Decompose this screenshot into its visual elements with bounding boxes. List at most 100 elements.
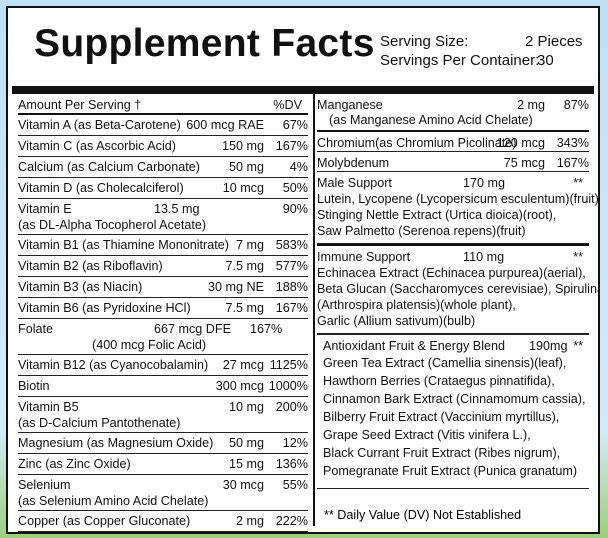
nutrient-row: Vitamin B6 (as Pyridoxine HCl) 7.5 mg 167% — [18, 298, 308, 319]
nutrient-amount: 10 mg — [228, 400, 264, 414]
nutrient-dv: 343% — [556, 136, 589, 150]
nutrient-dv: 188% — [275, 280, 308, 294]
panel-title: Supplement Facts — [34, 22, 375, 65]
left-column: Amount Per Serving † %DV Vitamin A (as B… — [18, 94, 308, 532]
nutrient-amount: 7 mg — [236, 238, 264, 252]
nutrient-dv: 577% — [275, 259, 308, 273]
nutrient-dv: 167% — [275, 139, 308, 153]
blend-name: Antioxidant Fruit & Energy Blend — [323, 339, 506, 353]
blend-amount: 170 mg — [463, 176, 506, 190]
nutrient-row: Calcium (as Calcium Carbonate) 50 mg 4% — [18, 157, 308, 178]
nutrient-name: Biotin — [18, 379, 50, 393]
blend-ingredient: Lutein, Lycopene (Lycopersicum esculentu… — [317, 192, 600, 206]
nutrient-name: Vitamin D (as Cholecalciferol) — [18, 181, 184, 195]
nutrient-amount: 10 mcg — [222, 181, 264, 195]
nutrient-name: Vitamin B2 (as Riboflavin) — [18, 259, 163, 273]
nutrient-amount: 30 mcg — [222, 478, 264, 492]
nutrient-name: Selenium — [18, 478, 71, 492]
nutrient-dv: 200% — [275, 400, 308, 414]
blend-ingredient: Cinnamon Bark Extract (Cinnamomum cassia… — [323, 392, 586, 406]
nutrient-amount: 600 mcg RAE — [186, 118, 264, 132]
nutrient-name: Vitamin B1 (as Thiamine Mononitrate) — [18, 238, 229, 252]
amount-header-row: Amount Per Serving † %DV — [18, 94, 308, 115]
nutrient-amount: 15 mg — [228, 457, 264, 471]
dv-footnote: ** Daily Value (DV) Not Established — [324, 508, 522, 522]
nutrient-dv: 4% — [289, 160, 308, 174]
blend-dv: ** — [573, 339, 583, 353]
nutrient-amount: 300 mcg — [215, 379, 264, 393]
nutrient-row: Vitamin B1 (as Thiamine Mononitrate) 7 mg… — [18, 235, 308, 256]
serving-info: Serving Size: 2 Pieces Servings Per Conta… — [380, 32, 583, 70]
nutrient-dv: 55% — [282, 478, 308, 492]
nutrient-name: Zinc (as Zinc Oxide) — [18, 457, 131, 471]
nutrient-amount: 13.5 mg — [154, 202, 200, 216]
nutrient-dv: 583% — [275, 238, 308, 252]
nutrient-amount: 7.5 mg — [225, 301, 264, 315]
nutrient-dv: 136% — [275, 457, 308, 471]
blend-ingredient: (Arthrospira platensis)(whole plant), — [317, 298, 516, 312]
blend-ingredient: Garlic (Allium sativum)(bulb) — [317, 314, 476, 328]
nutrient-amount: 27 mcg — [222, 358, 264, 372]
nutrient-name: Vitamin B5 — [18, 400, 79, 414]
blend-dv: ** — [573, 176, 583, 190]
serving-size-label: Serving Size: — [380, 33, 469, 50]
nutrient-row: Manganese (as Manganese Amino Acid Chelat… — [317, 94, 589, 132]
nutrient-row: Chromium(as Chromium Picolinate) 120 mcg 3… — [317, 132, 589, 152]
nutrient-source: (as D-Calcium Pantothenate) — [18, 416, 181, 430]
nutrient-row: Molybdenum 75 mcg 167% — [317, 152, 589, 172]
proprietary-blend: Male Support 170 mg ** Lutein, Lycopene (Ly… — [317, 172, 600, 244]
nutrient-row: Vitamin B5 (as D-Calcium Pantothenate) 10 … — [18, 397, 308, 433]
blend-name: Male Support — [317, 176, 392, 190]
nutrient-amount: 7.5 mg — [225, 259, 264, 273]
nutrient-source: (as Manganese Amino Acid Chelate) — [329, 113, 533, 127]
nutrient-row: Vitamin C (as Ascorbic Acid) 150 mg 167% — [18, 136, 308, 157]
blend-ingredient: Pomegranate Fruit Extract (Punica granat… — [323, 464, 578, 478]
nutrient-source: (400 mcg Folic Acid) — [92, 338, 207, 352]
nutrient-dv: 1125% — [269, 358, 308, 372]
nutrient-name: Molybdenum — [317, 156, 390, 170]
supplement-facts-panel: Supplement Facts Serving Size: 2 Pieces S… — [6, 6, 600, 534]
nutrient-amount: 50 mg — [228, 436, 264, 450]
blend-amount: 190mg — [529, 339, 568, 353]
nutrient-row: Selenium (as Selenium Amino Acid Chelate)… — [18, 475, 308, 511]
nutrient-amount: 30 mg NE — [208, 280, 264, 294]
nutrient-name: Manganese — [317, 98, 383, 112]
nutrient-dv: 90% — [282, 202, 308, 216]
blend-ingredient: Saw Palmetto (Serenoa repens)(fruit) — [317, 224, 526, 238]
nutrient-dv: 67% — [282, 118, 308, 132]
nutrient-row: Zinc (as Zinc Oxide) 15 mg 136% — [18, 454, 308, 475]
nutrient-dv: 167% — [275, 301, 308, 315]
nutrient-dv: 87% — [563, 98, 589, 112]
nutrient-row: Vitamin B3 (as Niacin) 30 mg NE 188% — [18, 277, 308, 298]
blend-ingredient: Green Tea Extract (Camellia sinensis)(le… — [323, 356, 567, 370]
nutrient-dv: 222% — [275, 514, 308, 528]
nutrient-row: Vitamin B12 (as Cyanocobalamin) 27 mcg 112… — [18, 355, 308, 376]
nutrient-row: Vitamin E (as DL-Alpha Tocopherol Acetate… — [18, 199, 308, 235]
nutrient-dv: 50% — [282, 181, 308, 195]
nutrient-amount: 150 mg — [221, 139, 264, 153]
nutrient-amount: 2 mg — [517, 98, 545, 112]
nutrient-dv: 1000% — [268, 379, 308, 393]
nutrient-name: Chromium(as Chromium Picolinate) — [317, 136, 517, 150]
blend-ingredient: Stinging Nettle Extract (Urtica dioica)(… — [317, 208, 557, 222]
blend-ingredient: Bilberry Fruit Extract (Vaccinium myrtil… — [323, 410, 560, 424]
nutrient-source: (as DL-Alpha Tocopherol Acetate) — [18, 218, 207, 232]
blend-dv: ** — [573, 250, 583, 264]
nutrient-name: Vitamin B3 (as Niacin) — [18, 280, 143, 294]
nutrient-name: Vitamin A (as Beta-Carotene) — [18, 118, 181, 132]
nutrient-dv: 167% — [250, 322, 283, 336]
nutrient-name: Copper (as Copper Gluconate) — [18, 514, 191, 528]
amount-per-serving-header: Amount Per Serving † — [18, 98, 142, 112]
nutrient-name: Vitamin E — [18, 202, 72, 216]
servings-per-container-label: Servings Per Container: — [380, 52, 540, 69]
nutrient-amount: 2 mg — [236, 514, 264, 528]
blend-ingredient: Echinacea Extract (Echinacea purpurea)(a… — [317, 266, 586, 280]
nutrient-row: Vitamin D (as Cholecalciferol) 10 mcg 50% — [18, 178, 308, 199]
nutrient-amount: 120 mcg — [496, 136, 545, 150]
proprietary-blend: Antioxidant Fruit & Energy Blend 190mg ** G… — [317, 334, 589, 489]
serving-size-value: 2 Pieces — [525, 33, 583, 50]
blend-amount: 110 mg — [463, 250, 505, 264]
nutrient-name: Vitamin C (as Ascorbic Acid) — [18, 139, 176, 153]
nutrient-name: Vitamin B12 (as Cyanocobalamin) — [18, 358, 209, 372]
blend-ingredient: Beta Glucan (Saccharomyces cerevisiae), … — [317, 282, 600, 296]
